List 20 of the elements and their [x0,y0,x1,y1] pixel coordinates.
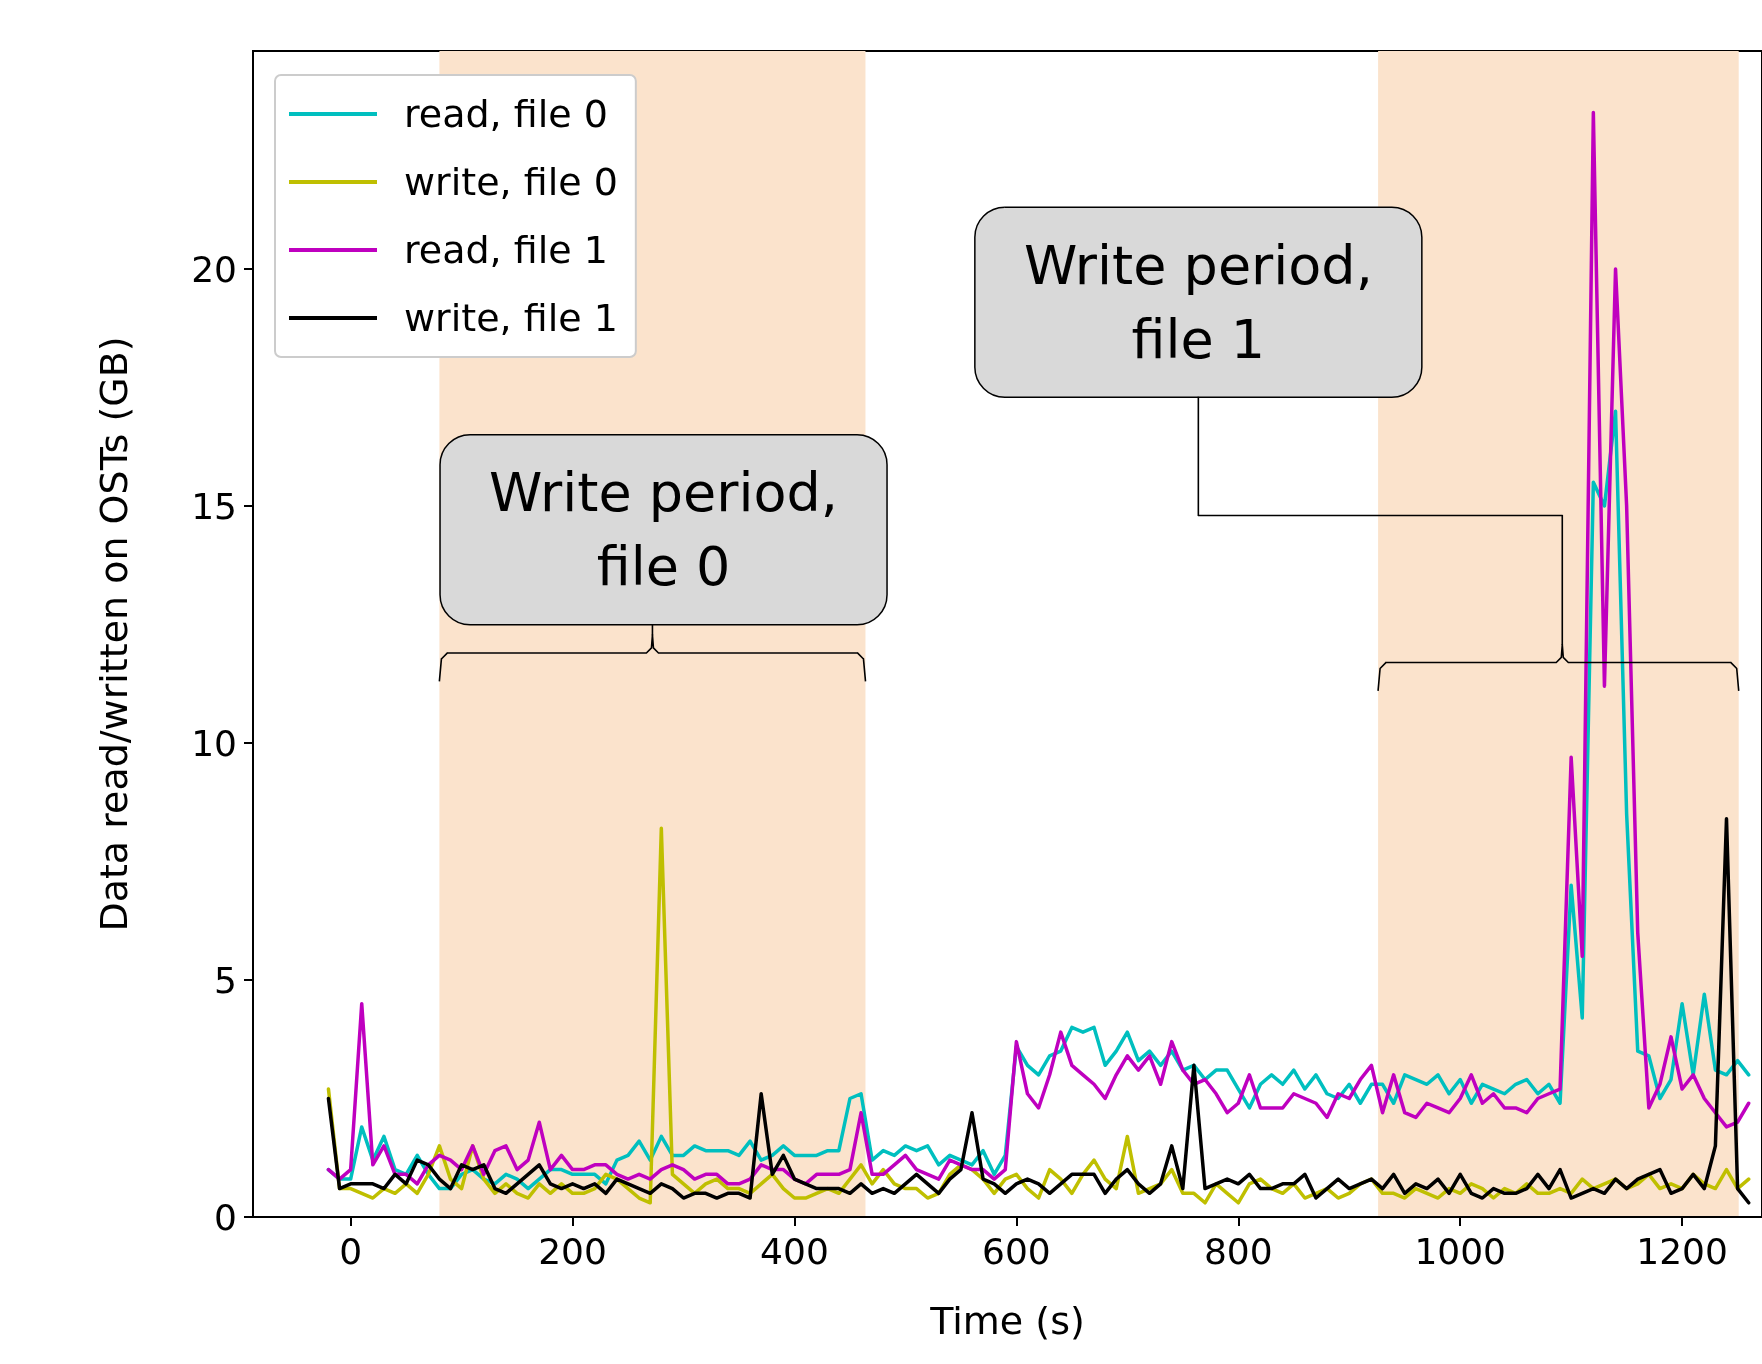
y-tick-label: 15 [191,485,237,527]
x-tick-label: 400 [760,1230,829,1272]
annotation: Write period, file 1 [1023,233,1373,371]
x-tick-label: 200 [538,1230,607,1272]
legend-label: read, file 0 [404,92,608,136]
x-tick-label: 800 [1203,1230,1273,1272]
x-tick-label: 0 [339,1230,363,1272]
y-tick-label: 5 [214,959,237,1001]
x-tick-label: 1000 [1414,1230,1507,1272]
y-tick-label: 10 [191,722,237,764]
y-tick-label: 0 [214,1196,237,1238]
legend-label: read, file 1 [404,228,608,272]
x-tick-label: 1200 [1636,1230,1728,1272]
y-tick-label: 20 [191,248,237,290]
x-tick-label: 600 [982,1230,1051,1272]
annotation: Write period, file 0 [489,461,838,599]
y-axis-title: Data read/written on OSTs (GB) [92,336,136,932]
legend-label: write, file 0 [404,160,618,204]
legend-label: write, file 1 [404,296,618,340]
x-axis-title: Time (s) [929,1299,1085,1343]
